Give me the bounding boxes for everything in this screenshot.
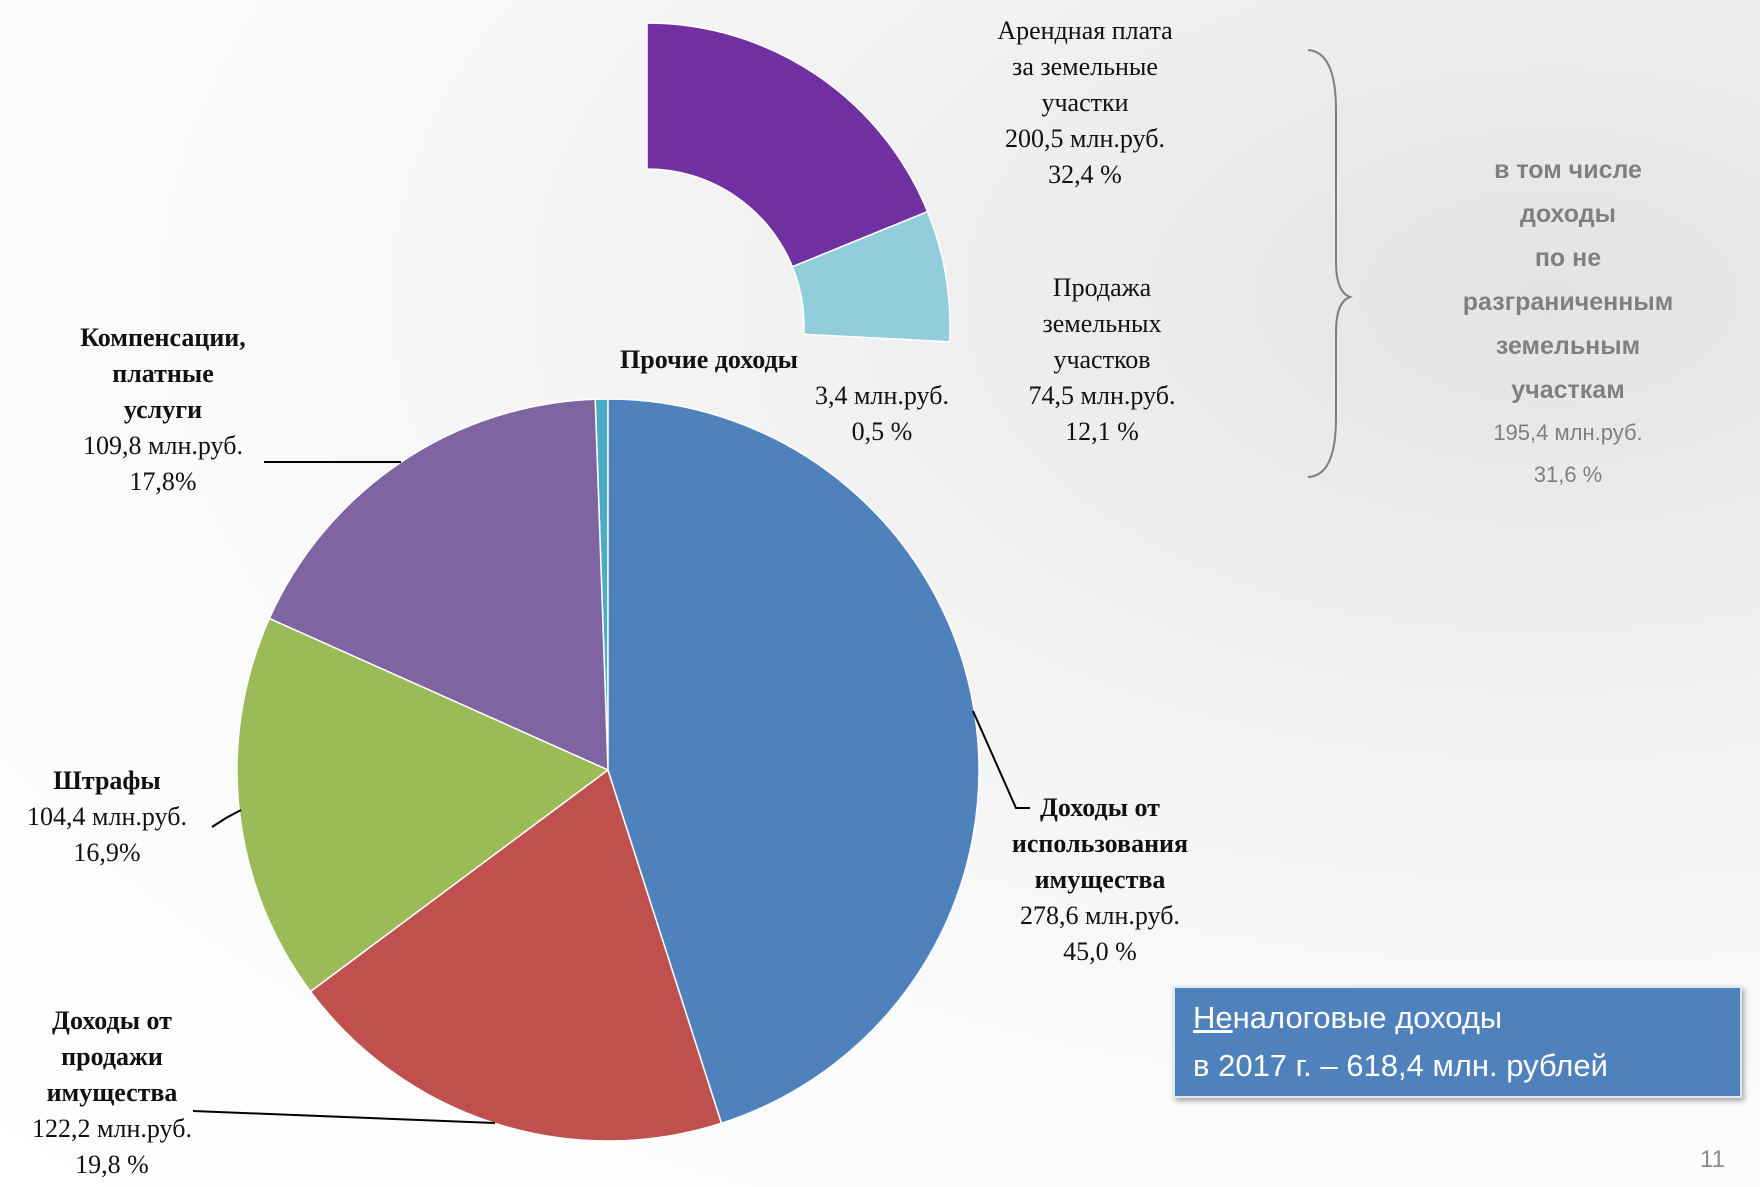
percent-label: 16,9% [27, 835, 187, 871]
category-label: Доходы от использования имущества [1012, 790, 1188, 898]
category-label: Компенсации, платные услуги [80, 320, 246, 428]
box-line: Неналоговые доходы [1193, 994, 1740, 1042]
value-label: 122,2 млн.руб. [32, 1111, 192, 1147]
value-label: 74,5 млн.руб. [1029, 378, 1176, 414]
box-line: в 2017 г. – 618,4 млн. рублей [1193, 1042, 1740, 1090]
box-underlined: Не [1193, 1000, 1233, 1035]
brace [1308, 50, 1350, 477]
value-label: 200,5 млн.руб. [997, 121, 1172, 157]
percent-label: 12,1 % [1029, 414, 1176, 450]
category-label: Арендная плата за земельные участки [997, 13, 1172, 121]
value-label: 109,8 млн.руб. [80, 428, 246, 464]
category-label: Штрафы [27, 763, 187, 799]
summary-box: Неналоговые доходы в 2017 г. – 618,4 млн… [1173, 986, 1742, 1098]
value-label: 278,6 млн.руб. [1012, 898, 1188, 934]
percent-label: 17,8% [80, 464, 246, 500]
note: в том числе доходы по не разграниченным … [1463, 148, 1673, 496]
note-value: 195,4 млн.руб. [1463, 412, 1673, 454]
value-label: 104,4 млн.руб. [27, 799, 187, 835]
percent-label: 45,0 % [1012, 934, 1188, 970]
percent-label: 32,4 % [997, 157, 1172, 193]
category-label: Доходы от продажи имущества [32, 1003, 192, 1111]
note-percent: 31,6 % [1463, 454, 1673, 496]
leader-line [212, 810, 241, 827]
box-text: налоговые доходы [1233, 1000, 1503, 1035]
note-title: в том числе доходы по не разграниченным … [1463, 148, 1673, 412]
percent-label: 19,8 % [32, 1147, 192, 1183]
slide: {"chart_data": [ {"type": "pie", "catego… [0, 0, 1760, 1187]
value-label: 3,4 млн.руб. [815, 378, 949, 414]
page-number: 11 [1700, 1146, 1725, 1174]
category-label: Продажа земельных участков [1029, 270, 1176, 378]
leader-line [193, 1111, 495, 1123]
percent-label: 0,5 % [815, 414, 949, 450]
category-label: Прочие доходы [620, 342, 798, 378]
